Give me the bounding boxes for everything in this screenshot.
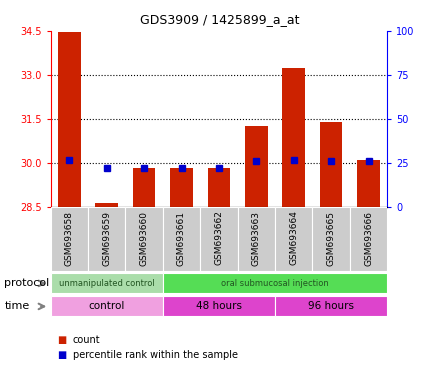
FancyBboxPatch shape: [275, 207, 312, 271]
FancyBboxPatch shape: [125, 207, 163, 271]
Text: GSM693660: GSM693660: [139, 210, 149, 265]
Text: GSM693666: GSM693666: [364, 210, 373, 265]
FancyBboxPatch shape: [51, 207, 88, 271]
Text: GSM693661: GSM693661: [177, 210, 186, 265]
FancyBboxPatch shape: [238, 207, 275, 271]
Bar: [208, 167, 230, 207]
Text: GDS3909 / 1425899_a_at: GDS3909 / 1425899_a_at: [140, 13, 300, 26]
FancyBboxPatch shape: [88, 207, 125, 271]
FancyBboxPatch shape: [163, 273, 387, 293]
Text: 96 hours: 96 hours: [308, 301, 354, 311]
Text: GSM693664: GSM693664: [289, 210, 298, 265]
FancyBboxPatch shape: [51, 273, 163, 293]
Text: 48 hours: 48 hours: [196, 301, 242, 311]
FancyBboxPatch shape: [163, 207, 200, 271]
Text: control: control: [88, 301, 125, 311]
Text: GSM693658: GSM693658: [65, 210, 74, 265]
Bar: [320, 122, 342, 207]
FancyBboxPatch shape: [51, 296, 163, 316]
FancyBboxPatch shape: [350, 207, 387, 271]
FancyBboxPatch shape: [200, 207, 238, 271]
Text: GSM693663: GSM693663: [252, 210, 261, 265]
Text: oral submucosal injection: oral submucosal injection: [221, 279, 329, 288]
Text: GSM693659: GSM693659: [102, 210, 111, 265]
Text: ■: ■: [57, 350, 66, 360]
Text: percentile rank within the sample: percentile rank within the sample: [73, 350, 238, 360]
FancyBboxPatch shape: [275, 296, 387, 316]
Text: ■: ■: [57, 335, 66, 345]
Text: protocol: protocol: [4, 278, 50, 288]
Text: count: count: [73, 335, 100, 345]
Bar: [245, 126, 268, 207]
Bar: [282, 68, 305, 207]
Bar: [133, 167, 155, 207]
FancyBboxPatch shape: [312, 207, 350, 271]
Text: GSM693665: GSM693665: [326, 210, 336, 265]
Text: GSM693662: GSM693662: [214, 210, 224, 265]
Text: time: time: [4, 301, 29, 311]
Bar: [357, 160, 380, 207]
FancyBboxPatch shape: [163, 296, 275, 316]
Bar: [95, 203, 118, 207]
Bar: [58, 32, 81, 207]
Text: unmanipulated control: unmanipulated control: [59, 279, 154, 288]
Bar: [170, 167, 193, 207]
